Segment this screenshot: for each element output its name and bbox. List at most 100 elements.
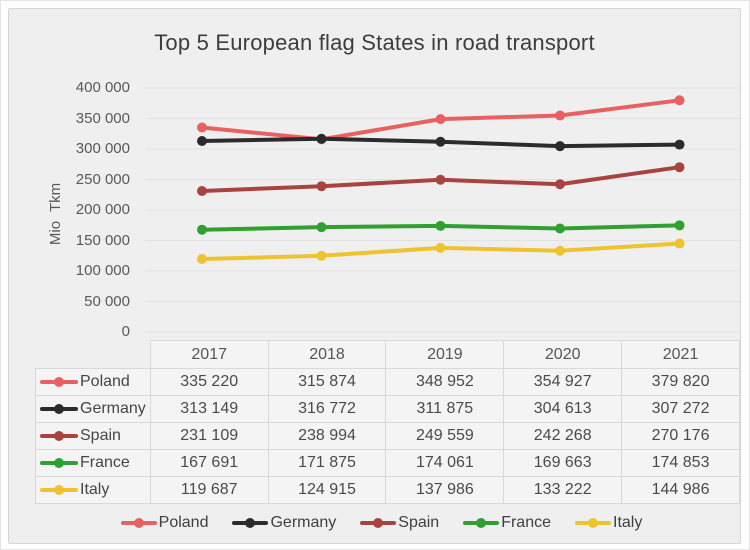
data-point-italy-2018 — [316, 250, 327, 261]
data-point-spain-2020 — [555, 179, 565, 190]
table-cell: 354 927 — [503, 368, 623, 396]
table-cell: 348 952 — [385, 368, 505, 396]
table-row: Germany 313 149 316 772 311 875 304 613 307 2… — [35, 395, 740, 423]
table-cell: 307 272 — [621, 395, 740, 423]
legend-marker-icon — [360, 518, 397, 528]
table-row: Spain 231 109 238 994 249 559 242 268 270 176 — [35, 422, 740, 450]
data-point-france-2018 — [316, 222, 327, 233]
data-point-spain-2019 — [435, 174, 446, 185]
table-row: France 167 691 171 875 174 061 169 663 174 85… — [35, 449, 740, 477]
data-table: 2017 2018 2019 2020 2021 Poland 335 220 315 874… — [35, 340, 740, 504]
series-name: Italy — [80, 481, 110, 498]
legend-item-germany[interactable]: Germany — [232, 514, 336, 532]
data-point-poland-2020 — [555, 110, 565, 121]
legend-marker-icon — [232, 518, 269, 528]
data-point-spain-2017 — [197, 186, 207, 197]
legend-item-france[interactable]: France — [463, 514, 551, 532]
legend-label: Germany — [270, 514, 337, 531]
series-marker-icon — [40, 404, 78, 414]
data-point-germany-2018 — [316, 133, 327, 144]
legend-marker-icon — [120, 518, 157, 528]
data-point-poland-2017 — [197, 122, 207, 133]
table-cell: 174 061 — [385, 449, 505, 477]
table-cell: 137 986 — [385, 476, 505, 504]
table-row-label: Italy — [35, 476, 151, 504]
series-marker-icon — [40, 377, 78, 387]
table-cell: 335 220 — [149, 368, 269, 396]
series-name: France — [80, 454, 130, 471]
data-point-italy-2021 — [674, 238, 685, 249]
series-name: Germany — [80, 400, 146, 417]
data-point-spain-2021 — [674, 162, 685, 173]
data-point-italy-2020 — [555, 245, 565, 256]
data-point-france-2020 — [555, 223, 565, 234]
table-header-cell: 2019 — [385, 340, 505, 369]
data-point-germany-2017 — [197, 135, 207, 146]
data-point-germany-2020 — [555, 141, 565, 152]
legend-item-poland[interactable]: Poland — [120, 514, 209, 532]
table-cell: 144 986 — [621, 476, 740, 504]
legend-marker-icon — [463, 518, 500, 528]
data-point-poland-2021 — [674, 95, 685, 106]
table-header-cell: 2018 — [267, 340, 387, 369]
table-header-cell: 2021 — [621, 340, 740, 369]
table-row-label: Spain — [35, 422, 151, 450]
legend-label: Spain — [398, 514, 440, 531]
series-name: Poland — [80, 373, 130, 390]
data-point-germany-2021 — [674, 139, 685, 150]
table-cell: 124 915 — [267, 476, 387, 504]
legend-item-spain[interactable]: Spain — [360, 514, 439, 532]
table-cell: 315 874 — [267, 368, 387, 396]
table-row: Italy 119 687 124 915 137 986 133 222 144 986 — [35, 476, 740, 504]
table-cell: 133 222 — [503, 476, 623, 504]
series-marker-icon — [40, 458, 78, 468]
y-tick-label: 400 000 — [75, 79, 130, 96]
chart-title: Top 5 European flag States in road trans… — [154, 30, 595, 55]
table-cell: 174 853 — [621, 449, 740, 477]
y-tick-label: 300 000 — [75, 140, 130, 157]
table-row-label: Germany — [35, 395, 151, 423]
table-cell: 249 559 — [385, 422, 505, 450]
table-cell: 238 994 — [267, 422, 387, 450]
table-header-cell: 2020 — [503, 340, 623, 369]
table-cell: 167 691 — [149, 449, 269, 477]
y-tick-label: 100 000 — [75, 262, 130, 279]
chart-panel: Top 5 European flag States in road trans… — [8, 8, 741, 544]
table-cell: 379 820 — [621, 368, 740, 396]
table-row-label: Poland — [35, 368, 151, 396]
table-cell: 169 663 — [503, 449, 623, 477]
table-cell: 119 687 — [149, 476, 269, 504]
series-name: Spain — [80, 427, 121, 444]
table-header-row: 2017 2018 2019 2020 2021 — [36, 340, 740, 369]
data-point-spain-2018 — [316, 181, 327, 192]
legend-label: Poland — [158, 514, 209, 531]
table-cell: 171 875 — [267, 449, 387, 477]
legend-item-italy[interactable]: Italy — [575, 514, 642, 532]
table-header-cell: 2017 — [149, 340, 269, 369]
table-cell: 270 176 — [621, 422, 740, 450]
y-tick-label: 200 000 — [75, 201, 130, 218]
series-marker-icon — [40, 485, 78, 495]
table-cell: 242 268 — [503, 422, 623, 450]
table-cell: 231 109 — [149, 422, 269, 450]
table-cell: 311 875 — [385, 395, 505, 423]
data-point-germany-2019 — [435, 136, 446, 147]
data-point-france-2017 — [197, 224, 207, 235]
chart-legend: Poland Germany Spain France Italy — [9, 514, 740, 532]
series-marker-icon — [40, 431, 78, 441]
y-tick-label: 350 000 — [75, 109, 130, 127]
data-point-italy-2017 — [197, 253, 207, 264]
table-cell: 313 149 — [149, 395, 269, 423]
legend-label: France — [501, 514, 551, 531]
table-row: Poland 335 220 315 874 348 952 354 927 379 82… — [35, 368, 740, 396]
data-point-france-2019 — [435, 220, 446, 231]
data-point-france-2021 — [674, 220, 685, 231]
table-cell: 316 772 — [267, 395, 387, 423]
legend-label: Italy — [613, 514, 643, 531]
table-corner-cell — [36, 341, 151, 369]
line-chart — [145, 87, 739, 333]
y-tick-label: 250 000 — [75, 170, 130, 188]
legend-marker-icon — [575, 518, 611, 528]
y-tick-label: 50 000 — [84, 292, 130, 310]
data-point-poland-2019 — [435, 114, 446, 125]
